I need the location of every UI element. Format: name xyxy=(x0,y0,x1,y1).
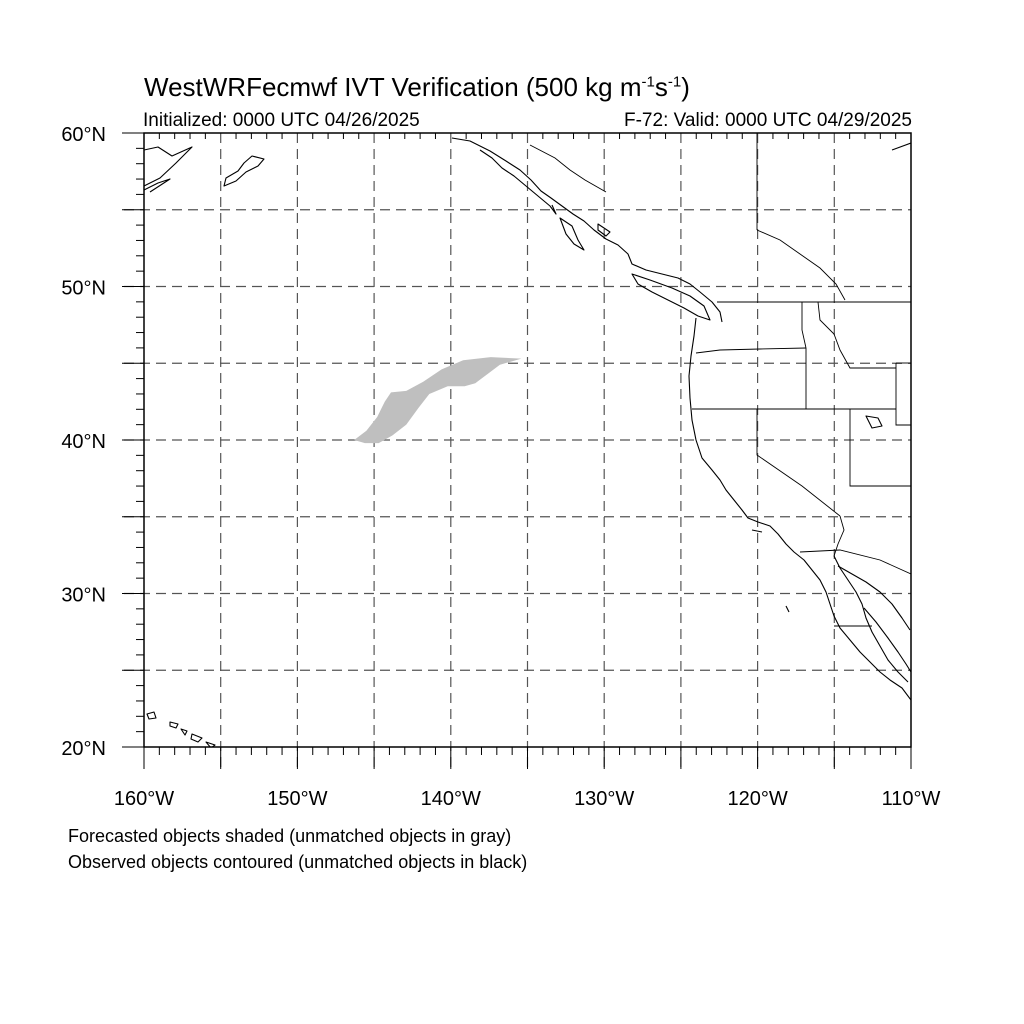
map-title: WestWRFecmwf IVT Verification (500 kg m-… xyxy=(144,72,690,102)
footnote-observed: Observed objects contoured (unmatched ob… xyxy=(68,852,528,872)
valid-time: F-72: Valid: 0000 UTC 04/29/2025 xyxy=(624,110,912,131)
lat-label: 60°N xyxy=(61,124,106,146)
political-boundaries xyxy=(529,133,911,627)
lon-label: 160°W xyxy=(114,788,174,810)
forecast-object-shaded xyxy=(354,357,522,444)
lat-label: 20°N xyxy=(61,738,106,760)
footnote-forecast: Forecasted objects shaded (unmatched obj… xyxy=(68,826,512,846)
lat-lon-gridlines xyxy=(124,133,911,767)
coastlines xyxy=(144,137,911,747)
lon-label: 120°W xyxy=(727,788,787,810)
lon-label: 110°W xyxy=(882,788,941,810)
latitude-labels: 60°N 50°N 40°N 30°N 20°N xyxy=(61,124,106,760)
axis-ticks xyxy=(122,132,912,769)
longitude-labels: 160°W 150°W 140°W 130°W 120°W 110°W xyxy=(114,788,941,810)
lon-label: 130°W xyxy=(574,788,634,810)
initialized-time: Initialized: 0000 UTC 04/26/2025 xyxy=(143,110,420,131)
lat-label: 40°N xyxy=(61,431,106,453)
lat-label: 50°N xyxy=(61,278,106,300)
lon-label: 140°W xyxy=(421,788,481,810)
lat-label: 30°N xyxy=(61,585,106,607)
lon-label: 150°W xyxy=(267,788,327,810)
